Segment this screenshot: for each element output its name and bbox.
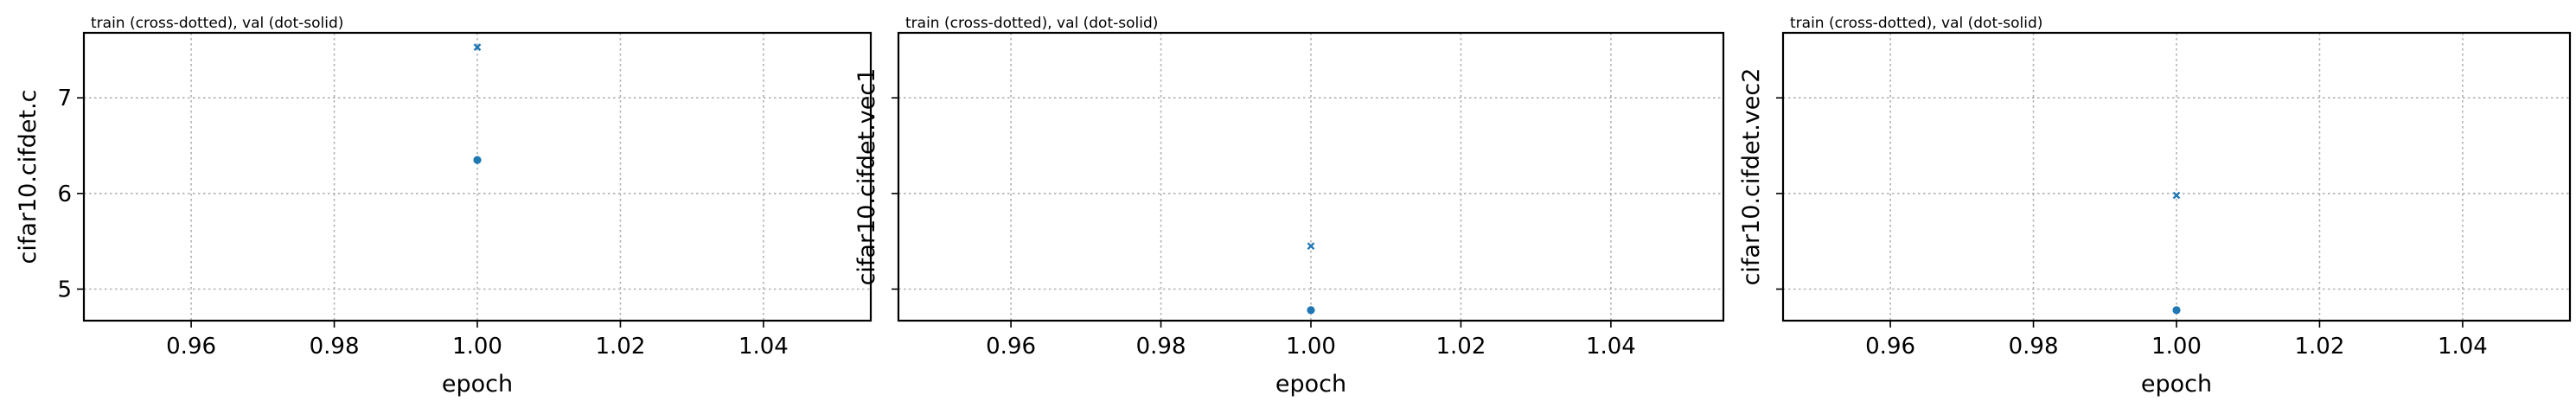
x-tick-label: 1.04 <box>1586 334 1636 360</box>
x-tick-label: 0.98 <box>2009 334 2059 360</box>
x-axis-label: epoch <box>442 371 513 398</box>
train-cross-point <box>2172 191 2181 200</box>
train-cross-point <box>473 43 482 51</box>
y-tick-label: 5 <box>57 277 72 303</box>
x-tick-label: 0.98 <box>1136 334 1186 360</box>
chart-title: train (cross-dotted), val (dot-solid) <box>905 15 1158 32</box>
chart-panel-2: 0.96 0.98 1.00 1.02 1.04 train (cross-dotted)… <box>853 15 1725 398</box>
x-tick-label: 1.00 <box>1286 334 1336 360</box>
chart-panel-3: 0.96 0.98 1.00 1.02 1.04 train (cross-dotted)… <box>1738 15 2572 398</box>
train-cross-point <box>1307 242 1315 251</box>
x-tick-label: 1.00 <box>452 334 502 360</box>
x-tick-label: 0.96 <box>986 334 1036 360</box>
y-tick-label: 7 <box>57 86 72 111</box>
x-tick-label: 1.04 <box>738 334 789 360</box>
plot-area-frame <box>897 31 1725 322</box>
y-axis-label: cifar10.cifdet.vec2 <box>1738 68 1765 286</box>
val-dot-point <box>2172 306 2181 315</box>
y-axis-label: cifar10.cifdet.vec1 <box>853 68 880 286</box>
y-axis-label: cifar10.cifdet.c <box>15 89 42 264</box>
val-dot-point <box>1307 306 1315 315</box>
chart-title: train (cross-dotted), val (dot-solid) <box>1790 15 2042 32</box>
x-axis-label: epoch <box>1275 371 1346 398</box>
x-tick-label: 1.00 <box>2151 334 2202 360</box>
x-tick-label: 0.98 <box>310 334 360 360</box>
x-tick-label: 1.02 <box>2295 334 2345 360</box>
x-tick-label: 1.02 <box>596 334 646 360</box>
x-axis-label: epoch <box>2141 371 2212 398</box>
x-tick-label: 1.02 <box>1436 334 1486 360</box>
plot-area-frame <box>82 31 873 322</box>
x-tick-label: 0.96 <box>166 334 216 360</box>
x-tick-label: 1.04 <box>2438 334 2488 360</box>
val-dot-point <box>473 156 482 164</box>
chart-title: train (cross-dotted), val (dot-solid) <box>91 15 343 32</box>
x-tick-label: 0.96 <box>1865 334 1915 360</box>
chart-panel-1: 0.96 0.98 1.00 1.02 1.04 5 6 7 train (cross-dott… <box>15 15 873 398</box>
plot-area-frame <box>1781 31 2572 322</box>
y-tick-label: 6 <box>57 182 72 207</box>
